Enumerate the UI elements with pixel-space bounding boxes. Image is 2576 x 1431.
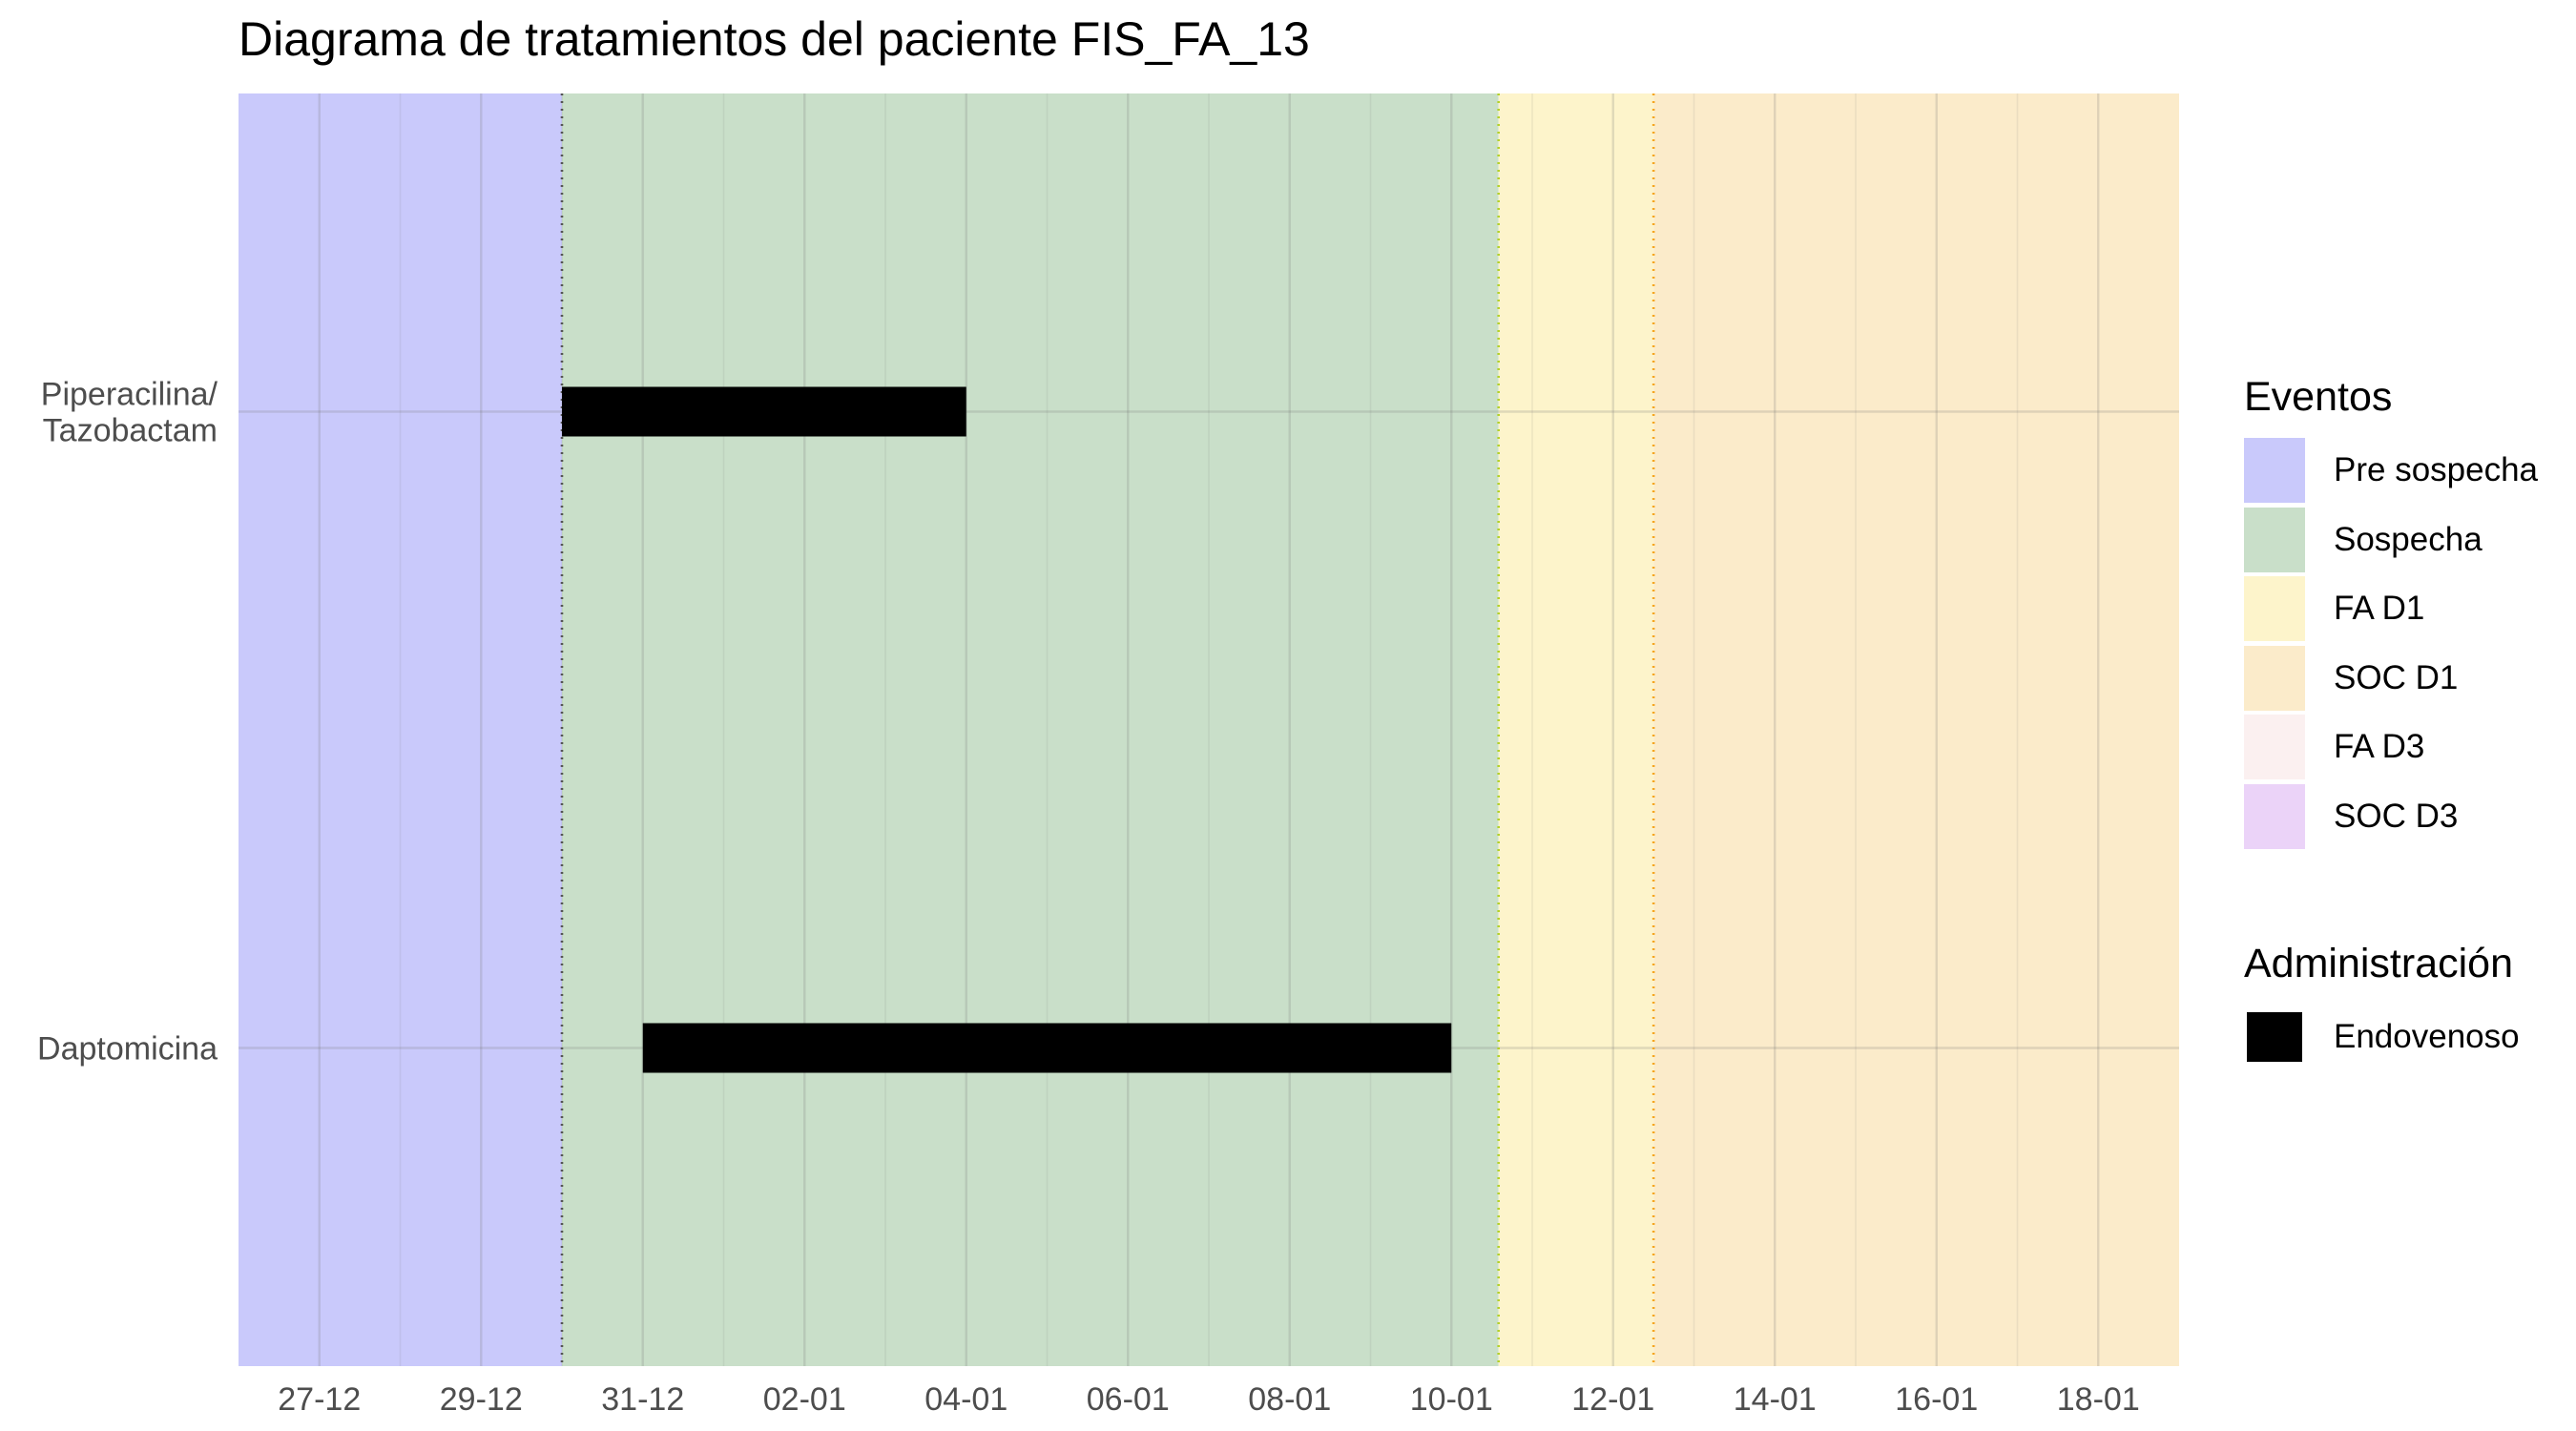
- treatment-bars: [562, 386, 1452, 1073]
- legend-item-sospecha: Sospecha: [2244, 506, 2538, 575]
- treatment-bar-piperacilina-tazobactam: [562, 386, 966, 437]
- event-bands: [239, 93, 2179, 1366]
- event-band-pre-sospecha: [239, 93, 562, 1366]
- legend-key-fa-d1: [2244, 576, 2305, 642]
- y-axis-label-line: Daptomicina: [37, 1031, 218, 1068]
- legend-item-fa-d3: FA D3: [2244, 713, 2538, 782]
- event-band-sospecha: [562, 93, 1499, 1366]
- x-tick-label-29-12: 29-12: [440, 1381, 523, 1418]
- legend-item-soc-d3: SOC D3: [2244, 782, 2538, 852]
- treatment-bar-daptomicina: [642, 1023, 1452, 1073]
- legend-key-wrap-endovenoso: [2244, 1005, 2305, 1069]
- legend-label-pre-sospecha: Pre sospecha: [2334, 451, 2539, 489]
- x-axis-labels: 27-12 29-12 31-12 02-01 04-01 06-01 08-01 10-01…: [278, 1381, 2139, 1418]
- legend-key-fa-d3: [2244, 715, 2305, 780]
- y-axis-labels: Piperacilina/Tazobactam Daptomicina: [37, 377, 218, 1068]
- legend-administracion: Administración Endovenoso: [2244, 941, 2520, 1072]
- legend-key-sospecha: [2244, 507, 2305, 572]
- x-tick-label-10-01: 10-01: [1410, 1381, 1493, 1418]
- x-tick-label-14-01: 14-01: [1734, 1381, 1817, 1418]
- x-tick-label-02-01: 02-01: [763, 1381, 846, 1418]
- y-axis-label-line: Tazobactam: [43, 413, 218, 449]
- legend-item-soc-d1: SOC D1: [2244, 644, 2538, 714]
- legend-key-endovenoso: [2247, 1012, 2302, 1063]
- x-tick-label-31-12: 31-12: [601, 1381, 684, 1418]
- legend-label-fa-d1: FA D1: [2334, 590, 2425, 628]
- x-tick-label-27-12: 27-12: [278, 1381, 361, 1418]
- x-tick-label-12-01: 12-01: [1571, 1381, 1654, 1418]
- legend-label-fa-d3: FA D3: [2334, 728, 2425, 766]
- legend-title-administracion: Administración: [2244, 941, 2513, 986]
- event-band-soc-d1: [1653, 93, 2179, 1366]
- legend-label-endovenoso: Endovenoso: [2334, 1018, 2520, 1056]
- legend-key-soc-d3: [2244, 783, 2305, 849]
- y-axis-label-piperacilina-tazobactam: Piperacilina/Tazobactam: [41, 377, 218, 449]
- event-band-fa-d1: [1498, 93, 1654, 1366]
- legend-title-eventos: Eventos: [2244, 374, 2393, 420]
- legend-item-endovenoso: Endovenoso: [2244, 1003, 2520, 1072]
- x-tick-label-06-01: 06-01: [1087, 1381, 1170, 1418]
- legend-key-pre-sospecha: [2244, 438, 2305, 504]
- grid-lines: [239, 93, 2179, 1366]
- legend-label-soc-d3: SOC D3: [2334, 797, 2459, 835]
- x-tick-label-16-01: 16-01: [1895, 1381, 1978, 1418]
- x-tick-label-04-01: 04-01: [924, 1381, 1008, 1418]
- y-axis-label-line: Piperacilina/: [41, 377, 218, 413]
- legend-eventos: Eventos Pre sospecha Sospecha FA D1 SOC …: [2244, 374, 2538, 851]
- legend-label-sospecha: Sospecha: [2334, 520, 2483, 558]
- legend-item-fa-d1: FA D1: [2244, 574, 2538, 644]
- legend-key-soc-d1: [2244, 645, 2305, 711]
- y-axis-label-daptomicina: Daptomicina: [37, 1031, 218, 1068]
- x-tick-label-18-01: 18-01: [2057, 1381, 2140, 1418]
- legend-item-pre-sospecha: Pre sospecha: [2244, 436, 2538, 506]
- x-tick-label-08-01: 08-01: [1248, 1381, 1331, 1418]
- chart-title: Diagrama de tratamientos del paciente FI…: [239, 12, 1310, 66]
- legend-label-soc-d1: SOC D1: [2334, 658, 2459, 696]
